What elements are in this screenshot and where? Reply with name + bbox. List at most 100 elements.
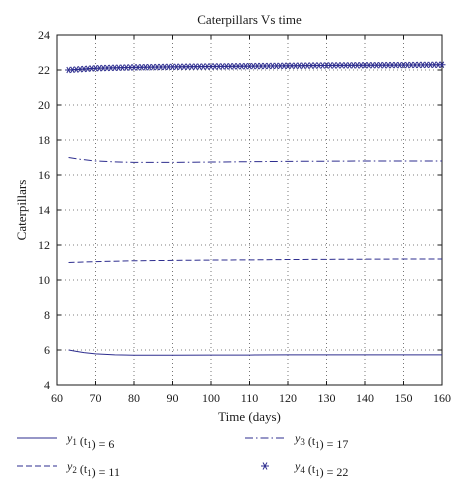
asterisk-stroke	[143, 63, 148, 71]
asterisk-stroke	[239, 62, 244, 70]
series-4-markers	[65, 61, 446, 74]
asterisk-stroke	[316, 62, 321, 69]
asterisk-stroke	[351, 62, 356, 69]
asterisk-stroke	[274, 62, 279, 70]
asterisk-stroke	[305, 62, 310, 69]
y-tick-label: 16	[38, 168, 50, 182]
asterisk-stroke	[378, 61, 383, 69]
asterisk-stroke	[228, 63, 233, 70]
asterisk-stroke	[374, 61, 379, 69]
asterisk-stroke	[170, 63, 175, 71]
asterisk-stroke	[154, 63, 160, 71]
asterisk-stroke	[347, 62, 352, 69]
asterisk-stroke	[332, 62, 337, 69]
asterisk-stroke	[81, 65, 87, 73]
asterisk-stroke	[204, 63, 210, 70]
asterisk-stroke	[208, 63, 214, 70]
asterisk-stroke	[420, 61, 425, 69]
asterisk-stroke	[97, 64, 102, 72]
asterisk-stroke	[312, 62, 318, 69]
x-tick-label: 100	[202, 391, 220, 405]
asterisk-stroke	[255, 62, 260, 70]
series-2-line	[68, 258, 442, 263]
asterisk-stroke	[343, 62, 348, 69]
asterisk-stroke	[270, 62, 275, 70]
asterisk-stroke	[185, 63, 191, 70]
asterisk-stroke	[231, 63, 237, 70]
asterisk-stroke	[101, 64, 106, 72]
legend-label: y4 (t1) = 22	[294, 459, 348, 479]
asterisk-stroke	[439, 61, 445, 69]
legend-label: y2 (t1) = 11	[66, 459, 120, 479]
series-3-line	[68, 157, 442, 163]
legend-item-3: y3 (t1) = 17	[245, 431, 348, 451]
x-tick-label: 150	[395, 391, 413, 405]
asterisk-stroke	[216, 63, 221, 70]
asterisk-stroke	[285, 62, 291, 70]
asterisk-stroke	[89, 65, 94, 72]
asterisk-stroke	[297, 62, 302, 69]
asterisk-stroke	[201, 63, 206, 70]
asterisk-stroke	[382, 61, 387, 69]
asterisk-stroke	[120, 64, 125, 71]
y-tick-label: 18	[38, 133, 50, 147]
asterisk-stroke	[220, 63, 225, 70]
y-tick-label: 10	[38, 273, 50, 287]
y-tick-label: 8	[44, 308, 50, 322]
asterisk-stroke	[108, 64, 114, 72]
asterisk-stroke	[197, 63, 202, 70]
asterisk-stroke	[335, 62, 341, 69]
asterisk-stroke	[127, 64, 133, 71]
y-tick-label: 22	[38, 63, 50, 77]
asterisk-stroke	[174, 63, 179, 71]
asterisk-stroke	[158, 63, 164, 71]
x-tick-label: 110	[241, 391, 259, 405]
asterisk-stroke	[308, 62, 314, 69]
asterisk-stroke	[251, 62, 256, 70]
axis-ticks: 60 70 80 90 100 110 120 130 140 150 160 4 6 8 10 12 14 16…	[38, 28, 451, 405]
legend-marker-asterisk	[261, 462, 269, 470]
asterisk-stroke	[389, 61, 395, 69]
legend-item-1: y1 (t1) = 6	[17, 431, 114, 451]
y-tick-label: 4	[44, 378, 50, 392]
asterisk-stroke	[139, 63, 144, 71]
asterisk-stroke	[405, 61, 410, 69]
y-tick-label: 20	[38, 98, 50, 112]
asterisk-stroke	[355, 62, 360, 69]
asterisk-stroke	[85, 65, 90, 73]
y-axis-label: Caterpillars	[14, 180, 29, 241]
asterisk-stroke	[324, 62, 329, 69]
asterisk-stroke	[193, 63, 198, 70]
asterisk-stroke	[162, 63, 167, 71]
asterisk-stroke	[262, 462, 268, 470]
asterisk-stroke	[181, 63, 187, 71]
asterisk-stroke	[247, 62, 252, 70]
y-tick-label: 14	[38, 203, 50, 217]
asterisk-stroke	[293, 62, 298, 70]
asterisk-stroke	[189, 63, 194, 70]
x-tick-label: 140	[356, 391, 374, 405]
asterisk-stroke	[362, 61, 368, 69]
asterisk-stroke	[124, 64, 129, 71]
asterisk-stroke	[262, 62, 268, 70]
asterisk-stroke	[104, 64, 110, 72]
x-tick-label: 60	[51, 391, 63, 405]
asterisk-stroke	[70, 66, 75, 74]
asterisk-stroke	[116, 64, 121, 72]
legend-item-2: y2 (t1) = 11	[17, 459, 120, 479]
x-tick-label: 130	[318, 391, 336, 405]
asterisk-stroke	[393, 61, 398, 69]
asterisk-stroke	[135, 64, 141, 71]
asterisk-stroke	[131, 64, 137, 71]
series-layer	[65, 61, 446, 356]
asterisk-stroke	[112, 64, 117, 72]
legend-label: y1 (t1) = 6	[66, 431, 114, 451]
asterisk-stroke	[243, 62, 248, 70]
asterisk-stroke	[328, 62, 333, 69]
chart-title: Caterpillars Vs time	[197, 12, 302, 27]
asterisk-stroke	[432, 61, 437, 69]
legend-label: y3 (t1) = 17	[294, 431, 348, 451]
asterisk-stroke	[166, 63, 171, 71]
data-point	[438, 61, 446, 69]
